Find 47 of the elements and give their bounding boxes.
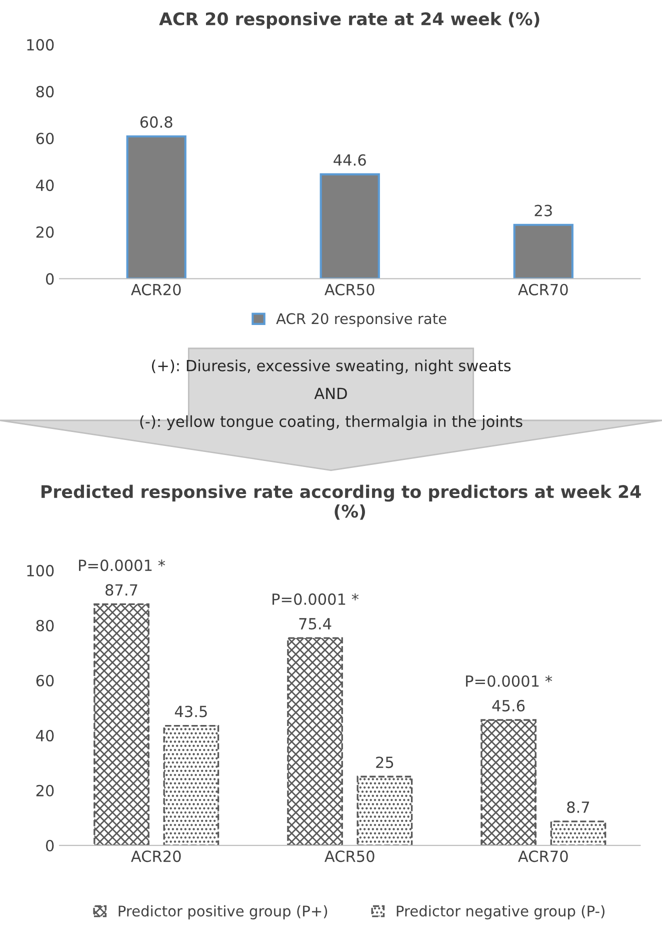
text: AND [314, 388, 347, 400]
legend-label: Predictor negative group (P-) [396, 905, 604, 920]
bar [356, 776, 413, 846]
y-tick-label: 40 [36, 730, 54, 742]
y-tick-label: 0 [46, 273, 54, 285]
bar [550, 820, 606, 846]
y-tick-label: 20 [36, 784, 54, 796]
y-tick-label: 80 [36, 620, 54, 632]
data-label: 75.4 [299, 618, 332, 630]
legend-label: ACR 20 responsive rate [276, 312, 446, 328]
y-tick-label: 80 [36, 86, 54, 98]
bar [126, 135, 186, 279]
bar [287, 637, 343, 846]
data-label: 43.5 [174, 706, 207, 718]
y-tick-label: 20 [36, 226, 54, 238]
x-tick-label: ACR70 [518, 850, 568, 862]
bar [94, 603, 150, 846]
bar [163, 724, 220, 846]
annotation: P=0.0001 * [466, 675, 552, 687]
bar [480, 719, 536, 846]
text: (-): yellow tongue coating, thermalgia in the joints [140, 415, 522, 430]
data-label: 87.7 [106, 584, 138, 596]
annotation: P=0.0001 * [79, 560, 166, 572]
data-label: 23 [534, 204, 552, 216]
chart-title: ACR 20 responsive rate at 24 week (%) [159, 12, 540, 29]
text: (+): Diuresis, excessive sweating, night sweats [152, 360, 511, 374]
data-label: 45.6 [492, 700, 525, 712]
data-label: 25 [376, 756, 394, 768]
data-label: 44.6 [334, 154, 366, 166]
bar [513, 224, 574, 279]
chart-title: Predicted responsive rate according to predictors at week 24 (%) [42, 484, 641, 520]
data-label: 8.7 [567, 801, 590, 813]
y-tick-label: 60 [36, 132, 54, 144]
y-tick-label: 0 [46, 840, 54, 852]
y-tick-label: 100 [27, 39, 54, 51]
x-tick-label: ACR70 [518, 284, 568, 296]
annotation: P=0.0001 * [272, 593, 359, 605]
legend-label: Predictor positive group (P+) [118, 905, 328, 920]
bar [320, 173, 380, 279]
data-label: 60.8 [140, 116, 172, 128]
x-tick-label: ACR20 [131, 284, 181, 296]
x-tick-label: ACR50 [324, 284, 374, 296]
y-tick-label: 40 [36, 180, 54, 192]
x-tick-label: ACR50 [324, 850, 374, 862]
y-tick-label: 100 [27, 564, 54, 576]
x-tick-label: ACR20 [131, 850, 181, 862]
y-tick-label: 60 [36, 674, 54, 686]
